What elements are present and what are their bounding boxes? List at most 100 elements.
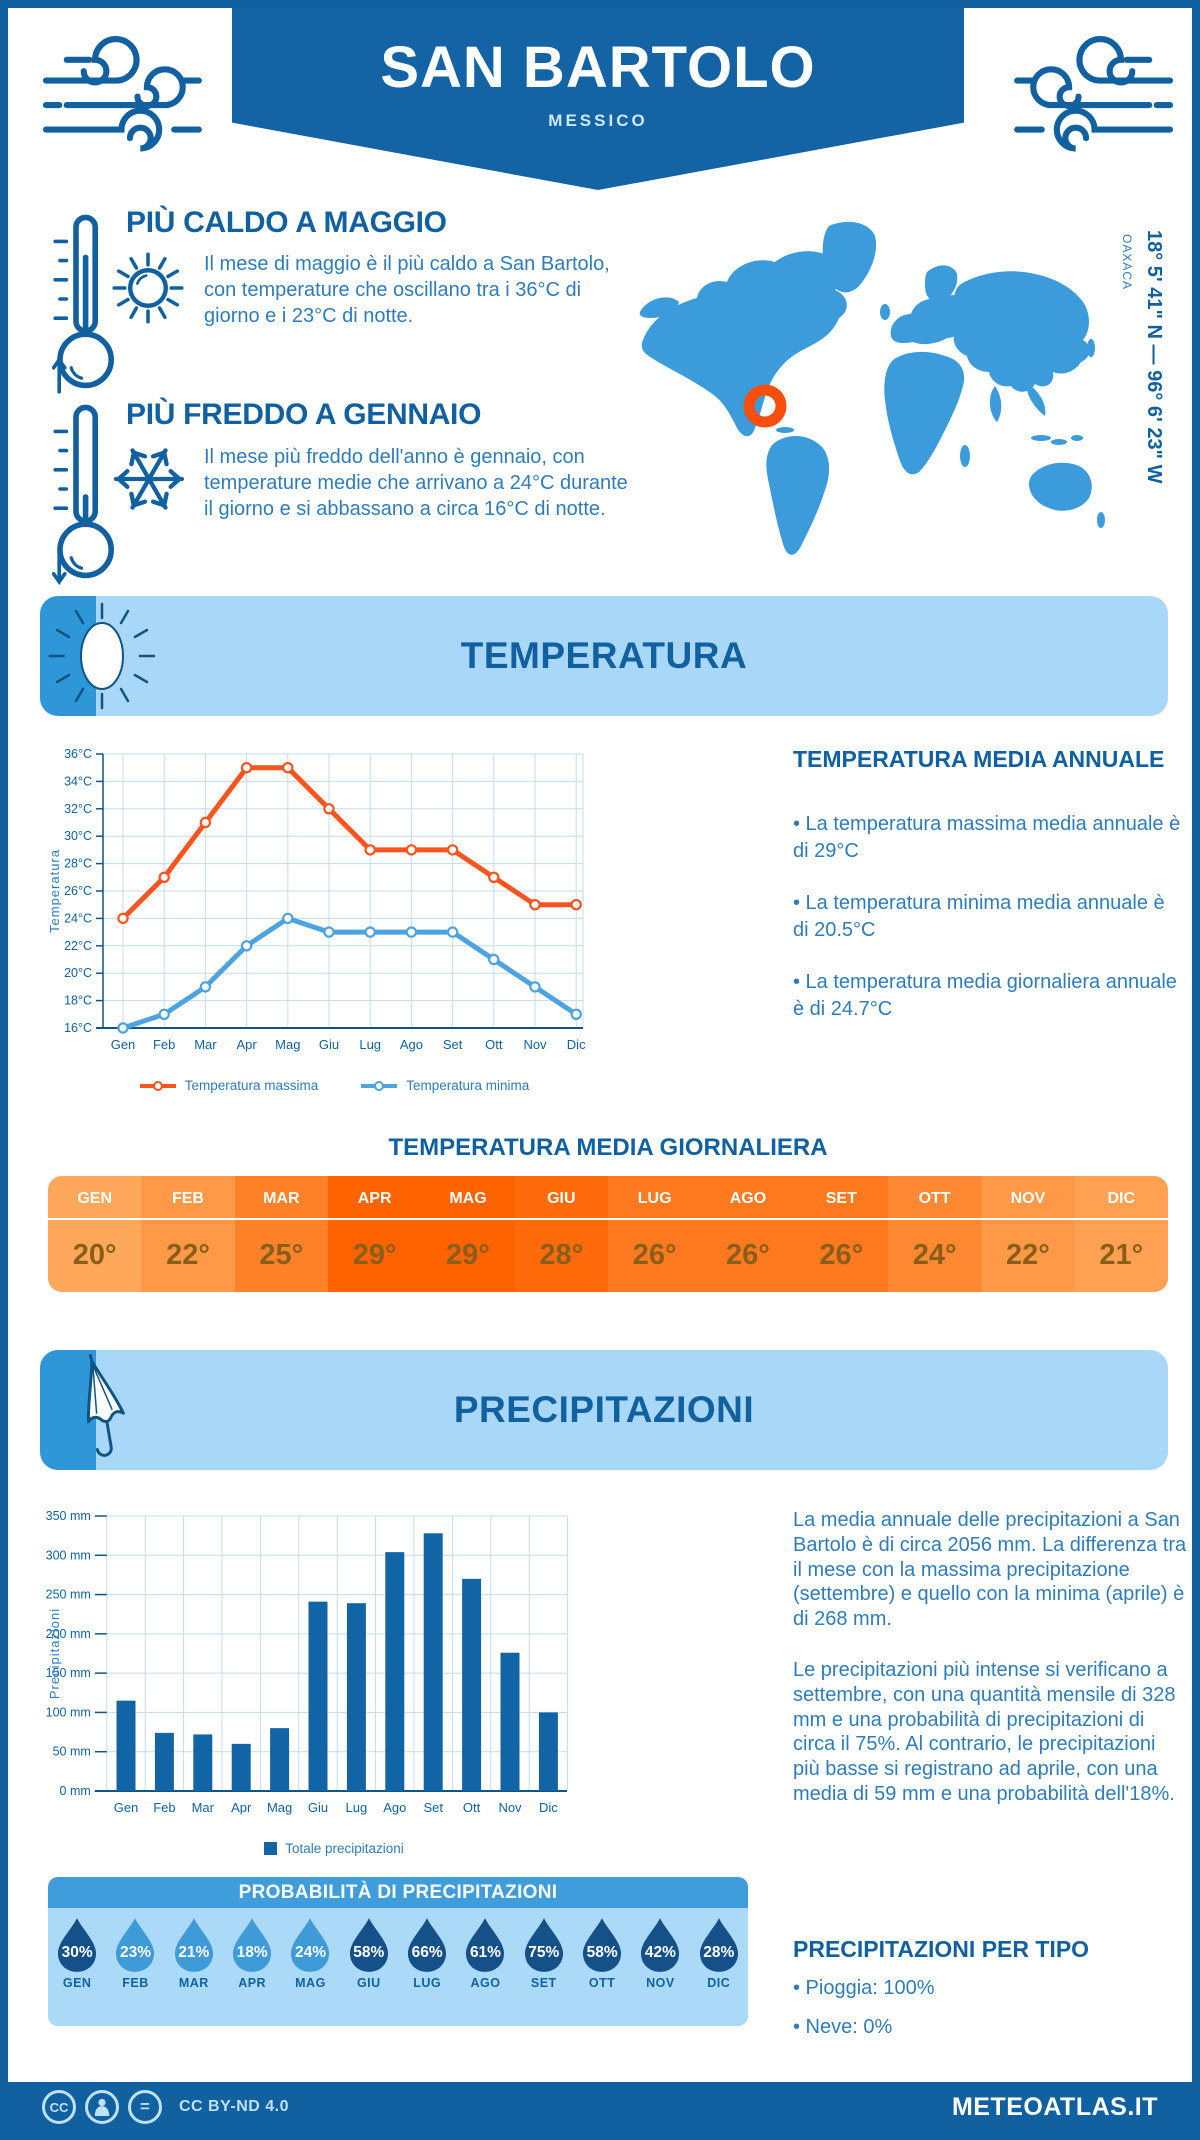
- sun-icon: [112, 252, 184, 324]
- daily-temp-value: 20°: [72, 1239, 117, 1271]
- precipitation-paragraph: La media annuale delle precipitazioni a …: [793, 1509, 1187, 1631]
- precip-probability-value: 28%: [703, 1944, 735, 1961]
- daily-temp-cell: AGO 26°: [701, 1176, 795, 1292]
- svg-text:Feb: Feb: [153, 1037, 175, 1052]
- drop-month-label: MAR: [178, 1976, 209, 1990]
- table-divider: [421, 1218, 515, 1220]
- table-divider: [234, 1218, 328, 1220]
- svg-text:Temperatura: Temperatura: [47, 849, 62, 933]
- snowflake-icon: [113, 440, 185, 518]
- probability-drop-cell: 23% FEB: [106, 1908, 164, 2026]
- water-drop-icon: [583, 1918, 622, 1972]
- daily-temp-month: GIU: [547, 1190, 576, 1207]
- drop-month-label: DIC: [707, 1976, 731, 1990]
- daily-temp-value: 26°: [819, 1239, 864, 1271]
- svg-text:200 mm: 200 mm: [46, 1627, 91, 1641]
- daily-temp-value: 26°: [726, 1239, 770, 1271]
- daily-temp-month: NOV: [1010, 1190, 1046, 1207]
- svg-text:22°C: 22°C: [64, 939, 92, 953]
- svg-text:Nov: Nov: [498, 1800, 522, 1815]
- daily-temp-cell: GEN 20°: [48, 1176, 142, 1292]
- precipitation-section-banner: PRECIPITAZIONI: [40, 1350, 1168, 1470]
- license-text: CC BY-ND 4.0: [179, 2098, 290, 2115]
- cc-icon: CC: [42, 2090, 76, 2124]
- legend-item: Temperatura massima: [139, 1078, 318, 1093]
- precipitation-by-type-title: PRECIPITAZIONI PER TIPO: [793, 1936, 1090, 1962]
- svg-text:Precipitazioni: Precipitazioni: [47, 1608, 62, 1699]
- by-type-bullet: • Neve: 0%: [793, 2015, 893, 2038]
- precipitation-chart: 0 mm 50 mm 100 mm 150 mm 200 mm 250 mm 300 mm 3…: [46, 1509, 569, 1815]
- annual-bullet: • La temperatura massima media annuale è…: [793, 813, 1181, 862]
- svg-text:Gen: Gen: [111, 1037, 136, 1052]
- cold-month-text: Il mese più freddo dell'anno è gennaio, …: [204, 446, 628, 520]
- daily-temp-cell: FEB 22°: [141, 1176, 235, 1292]
- svg-text:250 mm: 250 mm: [46, 1588, 91, 1602]
- drop-month-label: OTT: [588, 1976, 616, 1990]
- daily-temp-month: MAR: [263, 1190, 300, 1207]
- svg-text:26°C: 26°C: [64, 884, 92, 898]
- drop-month-label: MAG: [295, 1976, 326, 1990]
- legend-item: Temperatura minima: [360, 1078, 529, 1093]
- svg-text:Mar: Mar: [194, 1037, 217, 1052]
- table-divider: [48, 1218, 142, 1220]
- svg-text:100 mm: 100 mm: [46, 1705, 91, 1719]
- annual-bullet: • La temperatura media giornaliera annua…: [793, 971, 1177, 1020]
- daily-temp-month: FEB: [171, 1190, 204, 1207]
- svg-text:0 mm: 0 mm: [60, 1784, 91, 1798]
- svg-text:350 mm: 350 mm: [46, 1509, 91, 1523]
- precip-probability-value: 24%: [294, 1944, 326, 1961]
- drop-month-label: LUG: [413, 1976, 442, 1990]
- world-map: [639, 221, 1105, 555]
- daily-temp-month: MAG: [449, 1190, 487, 1207]
- water-drop-icon: [291, 1918, 330, 1972]
- temperature-chart-legend: Temperatura massima Temperatura minima: [44, 1078, 624, 1093]
- daily-temp-value: 26°: [632, 1239, 677, 1271]
- water-drop-icon: [233, 1918, 272, 1972]
- legend-square-marker: [264, 1842, 278, 1855]
- daily-temp-value: 28°: [539, 1239, 584, 1271]
- probability-drop-cell: 30% GEN: [48, 1908, 106, 2026]
- table-divider: [981, 1218, 1075, 1220]
- header-banner: SAN BARTOLO MESSICO: [232, 8, 964, 190]
- thermometer-cold-icon: [52, 404, 114, 585]
- temperature-section-title: TEMPERATURA: [460, 635, 748, 676]
- svg-text:24°C: 24°C: [64, 911, 92, 925]
- precip-probability-value: 42%: [644, 1944, 676, 1961]
- temperature-section-banner: TEMPERATURA: [40, 596, 1168, 716]
- page-title: SAN BARTOLO: [380, 35, 816, 100]
- precip-probability-value: 21%: [178, 1944, 210, 1961]
- daily-temp-month: APR: [357, 1190, 392, 1207]
- drop-month-label: SET: [530, 1976, 557, 1990]
- svg-text:20°C: 20°C: [64, 966, 92, 980]
- daily-temp-cell: MAG 29°: [421, 1176, 515, 1292]
- water-drop-icon: [699, 1918, 738, 1972]
- svg-text:16°C: 16°C: [64, 1021, 92, 1035]
- location-coordinates: 18° 5' 41" N — 96° 6' 23" W: [1143, 230, 1165, 484]
- precipitation-paragraph: Le precipitazioni più intense si verific…: [793, 1658, 1176, 1805]
- daily-temp-month: GEN: [77, 1190, 112, 1207]
- precipitation-by-type-block: PRECIPITAZIONI PER TIPO • Pioggia: 100% …: [793, 1936, 1183, 2040]
- daily-temp-month: SET: [825, 1190, 857, 1207]
- annual-temperature-block: TEMPERATURA MEDIA ANNUALE • La temperatu…: [793, 746, 1183, 1023]
- daily-temp-month: OTT: [918, 1190, 951, 1207]
- probability-drop-cell: 28% DIC: [690, 1908, 748, 2026]
- water-drop-icon: [466, 1918, 505, 1972]
- probability-drop-cell: 58% OTT: [573, 1908, 631, 2026]
- daily-temp-value: 29°: [446, 1239, 490, 1271]
- water-drop-icon: [641, 1918, 680, 1972]
- table-divider: [327, 1218, 422, 1220]
- svg-text:300 mm: 300 mm: [46, 1548, 91, 1562]
- svg-text:Ott: Ott: [485, 1037, 503, 1052]
- daily-temp-value: 24°: [912, 1239, 957, 1271]
- water-drop-icon: [408, 1918, 447, 1972]
- svg-text:Set: Set: [423, 1800, 443, 1815]
- footer: CC = CC BY-ND 4.0 METEOATLAS.IT: [8, 2082, 1192, 2132]
- daily-temp-cell: MAR 25°: [234, 1176, 328, 1292]
- svg-text:Giu: Giu: [308, 1800, 328, 1815]
- svg-text:18°C: 18°C: [64, 994, 92, 1008]
- precip-probability-value: 66%: [411, 1944, 443, 1961]
- daily-temp-month: LUG: [637, 1190, 672, 1207]
- hot-month-heading: PIÙ CALDO A MAGGIO: [126, 206, 447, 239]
- drop-month-label: NOV: [646, 1976, 675, 1990]
